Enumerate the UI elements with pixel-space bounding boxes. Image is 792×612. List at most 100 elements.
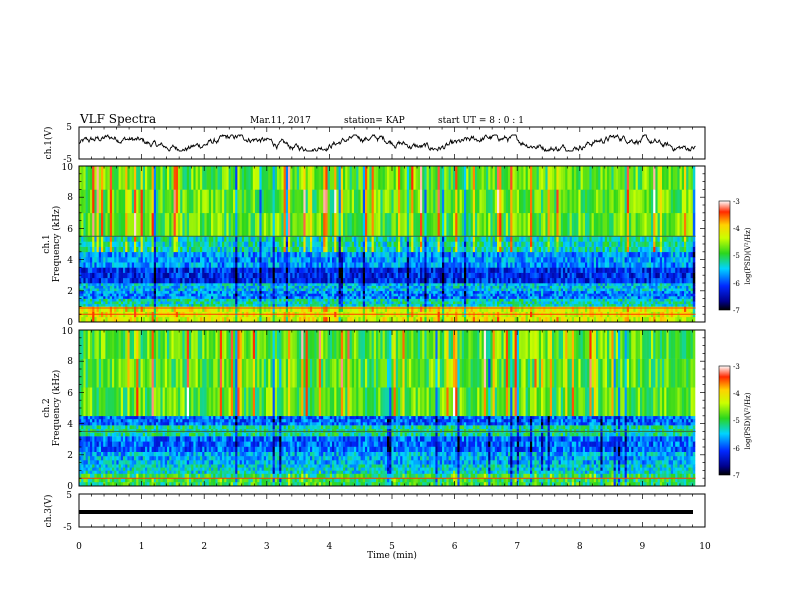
ch1-spectrogram-cell (107, 298, 111, 302)
ch1-spectrogram-cell (356, 277, 359, 284)
ch1-spectrogram-cell (466, 267, 469, 273)
ch1-spectrogram-cell (351, 301, 355, 305)
ch1-spectrogram-cell (510, 246, 513, 253)
ch1-spectrogram-cell (426, 267, 430, 273)
ch1-spectrogram-cell (391, 288, 394, 292)
ch1-spectrogram-cell (453, 236, 456, 242)
ch1-spectrogram-cell (103, 267, 106, 273)
ch1-spectrogram-cell (129, 166, 133, 190)
ch1-spectrogram-cell (409, 301, 412, 305)
ch1-spectrogram-cell (411, 212, 414, 237)
ch1-spectrogram-cell (219, 306, 223, 312)
ch1-spectrogram-cell (305, 166, 309, 190)
ch1-spectrogram-cell (224, 290, 227, 294)
ch1-spectrogram-cell (233, 293, 236, 297)
ch1-spectrogram-cell (241, 241, 245, 247)
ch1-spectrogram-cell (433, 272, 436, 279)
ch1-spectrogram-cell (217, 246, 221, 253)
ch1-spectrogram-cell (351, 189, 355, 214)
ch1-spectrogram-cell (197, 257, 201, 263)
ch1-spectrogram-cell (140, 303, 144, 307)
ch1-spectrogram-cell (457, 212, 460, 237)
ch1-spectrogram-cell (171, 301, 174, 305)
ch1-spectrogram-cell (178, 303, 181, 307)
ch1-spectrogram-cell (299, 306, 302, 312)
ch1-spectrogram-cell (127, 306, 130, 312)
ch1-spectrogram-cell (391, 212, 394, 237)
ch1-spectrogram-cell (147, 166, 150, 190)
ch1-spectrogram-cell (173, 288, 177, 292)
ch1-spectrogram-cell (497, 316, 500, 323)
ch1-spectrogram-cell (431, 251, 434, 258)
ch1-spectrogram-cell (239, 285, 243, 289)
ch1-spectrogram-cell (169, 262, 172, 268)
ch1-spectrogram-cell (175, 189, 179, 214)
ch1-spectrogram-cell (325, 166, 328, 190)
ch1-spectrogram-cell (268, 283, 271, 286)
ch1-spectrogram-cell (415, 212, 419, 237)
ch1-spectrogram-cell (371, 257, 375, 263)
ch1-spectrogram-cell (228, 236, 232, 242)
ch1-spectrogram-cell (508, 306, 511, 312)
ch1-spectrogram-cell (510, 316, 513, 323)
ch1-spectrogram-cell (230, 212, 234, 237)
ch1-spectrogram-cell (120, 246, 124, 253)
ch1-spectrogram-cell (239, 303, 243, 307)
ch1-spectrogram-cell (327, 277, 331, 284)
ch1-spectrogram-cell (274, 306, 278, 312)
ch1-spectrogram-cell (358, 293, 361, 297)
ch1-spectrogram-cell (288, 316, 291, 323)
ch1-spectrogram-cell (461, 301, 465, 305)
ch1-spectrogram-cell (321, 296, 324, 299)
ch1-spectrogram-cell (477, 166, 480, 190)
ch1-spectrogram-cell (477, 298, 480, 302)
ch1-spectrogram-cell (204, 272, 207, 279)
ch1-spectrogram-cell (431, 298, 434, 302)
ch1-spectrogram-cell (501, 189, 504, 214)
ch1-spectrogram-cell (435, 303, 438, 307)
ch1-spectrogram-cell (532, 293, 535, 297)
ch1-spectrogram-cell (149, 251, 152, 258)
ch1-spectrogram-cell (373, 257, 377, 263)
ch1-spectrogram-cell (257, 272, 260, 279)
ch1-spectrogram-cell (92, 293, 95, 297)
ch1-spectrogram-cell (101, 301, 104, 305)
ch1-spectrogram-cell (259, 296, 262, 299)
ch1-spectrogram-cell (347, 301, 350, 305)
ch1-spectrogram-cell (442, 303, 445, 307)
ch1-spectrogram-cell (314, 298, 317, 302)
ch1-spectrogram-cell (235, 301, 238, 305)
ch1-spectrogram-cell (303, 166, 306, 190)
ch1-spectrogram-cell (169, 166, 172, 190)
ch1-spectrogram-cell (235, 236, 238, 242)
ch1-spectrogram-cell (259, 262, 262, 268)
ch1-spectrogram-cell (332, 236, 335, 242)
ch1-spectrogram-cell (279, 277, 282, 284)
ch1-spectrogram-cell (120, 241, 124, 247)
ch1-spectrogram-cell (252, 241, 256, 247)
ch1-spectrogram-cell (415, 241, 419, 247)
ch1-spectrogram-cell (272, 251, 276, 258)
ch1-spectrogram-cell (105, 166, 108, 190)
ch1-spectrogram-cell (503, 189, 507, 214)
ch1-spectrogram-cell (180, 277, 183, 284)
ch1-spectrogram-cell (345, 251, 348, 258)
ch1-spectrogram-cell (426, 251, 430, 258)
ch1-spectrogram-cell (303, 303, 306, 307)
ch1-spectrogram-cell (472, 272, 476, 279)
ch1-spectrogram-cell (87, 316, 91, 323)
ch1-spectrogram-cell (426, 236, 430, 242)
ch1-spectrogram-cell (373, 272, 377, 279)
ch1-spectrogram-cell (446, 285, 449, 289)
ch1-spectrogram-cell (208, 316, 212, 323)
ch1-spectrogram-cell (171, 236, 174, 242)
ch1-spectrogram-cell (173, 298, 177, 302)
ch1-spectrogram-cell (464, 257, 467, 263)
ch1-spectrogram-cell (398, 236, 401, 242)
ch1-spectrogram-cell (459, 241, 463, 247)
ch1-spectrogram-cell (184, 272, 188, 279)
ch1-spectrogram-cell (279, 303, 282, 307)
ch1-spectrogram-cell (527, 166, 531, 190)
ch1-spectrogram-cell (151, 272, 155, 279)
ch1-spectrogram-cell (351, 241, 355, 247)
